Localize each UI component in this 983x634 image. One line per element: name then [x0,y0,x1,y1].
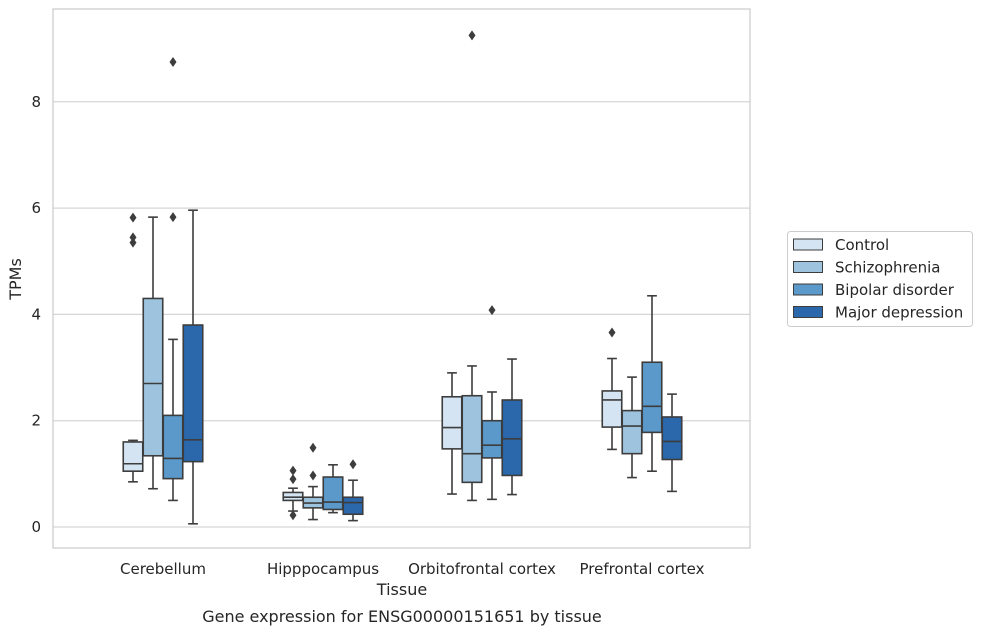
y-tick-labels: 0 2 4 6 8 [31,93,41,536]
outlier-point [488,305,496,316]
outlier-point [289,465,297,476]
box-body [122,441,144,472]
x-axis-label: Tissue [376,580,427,599]
box-bipolar-disorder-1 [322,464,344,514]
outlier-point [309,470,317,481]
y-tick-label: 0 [31,518,41,536]
outlier-point [169,56,177,67]
x-tick-label: Orbitofrontal cortex [408,560,556,578]
box-body [342,496,364,516]
legend-swatch [793,283,823,296]
outlier-point [349,459,357,470]
y-tick-label: 6 [31,199,41,217]
legend-frame [787,231,973,327]
legend-items: Control Schizophrenia Bipolar disorder Majo… [793,236,963,322]
y-axis-label: TPMs [6,258,25,301]
legend-swatch [793,261,823,273]
box-body [182,324,204,463]
box-bipolar-disorder-0 [162,56,184,502]
box-major-depression-2 [501,358,523,496]
outlier-point [289,510,297,521]
legend-swatch [793,238,823,251]
box-schizophrenia-1 [302,442,324,521]
outlier-point [309,442,317,453]
outlier-point [468,30,476,41]
box-body [501,399,523,477]
chart-caption: Gene expression for ENSG00000151651 by t… [202,607,602,626]
box-schizophrenia-2 [461,30,483,502]
legend-label: Bipolar disorder [835,281,955,299]
box-major-depression-3 [661,393,683,493]
box-body [322,476,344,511]
box-body [441,395,463,450]
box-control-3 [601,327,623,451]
box-body [481,419,503,459]
y-tick-label: 2 [31,412,41,430]
box-major-depression-0 [182,209,204,525]
x-tick-labels: Cerebellum Hipppocampus Orbitofrontal cort… [120,560,705,578]
box-bipolar-disorder-3 [641,294,663,472]
x-tick-label: Prefrontal cortex [580,560,705,578]
legend-label: Major depression [835,304,963,322]
box-body [162,414,184,480]
legend: Control Schizophrenia Bipolar disorder Majo… [787,231,973,327]
box-body [461,394,483,484]
box-bipolar-disorder-2 [481,305,503,501]
outlier-point [129,237,137,248]
outlier-point [129,212,137,223]
box-body [621,409,643,455]
legend-swatch [793,306,823,318]
outlier-point [169,212,177,223]
box-body [142,297,164,457]
x-tick-label: Cerebellum [120,560,206,578]
legend-label: Control [835,236,889,254]
box-schizophrenia-0 [142,216,164,490]
y-tick-label: 8 [31,93,41,111]
legend-label: Schizophrenia [835,259,940,277]
outlier-point [129,232,137,243]
box-body [601,390,623,428]
boxes [122,30,683,525]
plot-area-frame [52,8,751,549]
box-body [641,361,663,434]
box-control-2 [441,372,463,495]
box-body [661,416,683,461]
box-schizophrenia-3 [621,376,643,479]
outlier-point [289,474,297,485]
outlier-point [608,327,616,338]
y-tick-label: 4 [31,305,41,323]
box-major-depression-1 [342,459,364,522]
x-tick-label: Hipppocampus [267,560,379,578]
box-control-0 [122,212,144,483]
box-control-1 [282,465,304,521]
